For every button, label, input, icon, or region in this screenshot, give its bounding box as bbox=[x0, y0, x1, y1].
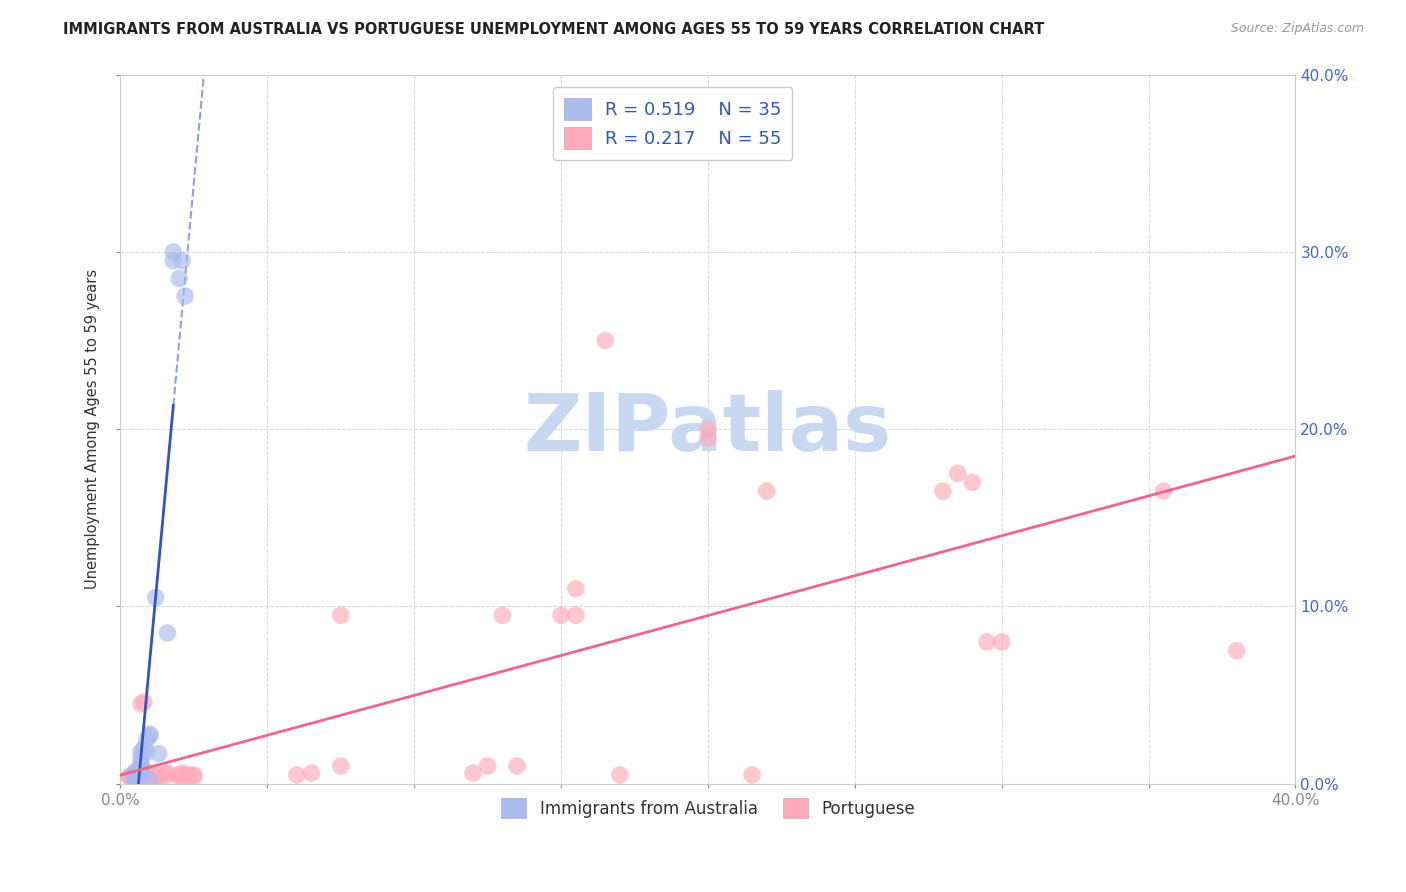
Point bbox=[124, 770, 146, 784]
Legend: Immigrants from Australia, Portuguese: Immigrants from Australia, Portuguese bbox=[495, 791, 921, 825]
Point bbox=[127, 768, 149, 782]
Point bbox=[124, 764, 146, 779]
Point bbox=[990, 635, 1012, 649]
Point bbox=[183, 770, 205, 784]
Point bbox=[129, 766, 152, 780]
Point bbox=[550, 608, 572, 623]
Point bbox=[132, 741, 155, 756]
Point bbox=[118, 770, 141, 784]
Point bbox=[177, 770, 200, 784]
Point bbox=[135, 732, 157, 747]
Point bbox=[129, 764, 152, 779]
Point bbox=[127, 772, 149, 786]
Point bbox=[124, 770, 146, 784]
Point bbox=[506, 759, 529, 773]
Point bbox=[127, 773, 149, 788]
Point bbox=[697, 422, 720, 436]
Point bbox=[135, 745, 157, 759]
Point bbox=[124, 773, 146, 788]
Point bbox=[162, 253, 184, 268]
Point bbox=[946, 467, 969, 481]
Point bbox=[932, 484, 955, 499]
Point bbox=[121, 770, 143, 784]
Point bbox=[491, 608, 513, 623]
Point bbox=[145, 591, 167, 605]
Point bbox=[174, 289, 197, 303]
Point bbox=[741, 768, 763, 782]
Y-axis label: Unemployment Among Ages 55 to 59 years: Unemployment Among Ages 55 to 59 years bbox=[86, 269, 100, 590]
Point bbox=[148, 768, 170, 782]
Point bbox=[124, 768, 146, 782]
Point bbox=[139, 766, 162, 780]
Point bbox=[1152, 484, 1174, 499]
Point bbox=[129, 764, 152, 779]
Point bbox=[1226, 644, 1249, 658]
Point bbox=[127, 766, 149, 780]
Point bbox=[962, 475, 984, 490]
Point bbox=[127, 764, 149, 779]
Point bbox=[124, 768, 146, 782]
Point bbox=[129, 750, 152, 764]
Point bbox=[124, 773, 146, 788]
Point bbox=[755, 484, 778, 499]
Point bbox=[565, 608, 588, 623]
Point bbox=[172, 253, 194, 268]
Text: IMMIGRANTS FROM AUSTRALIA VS PORTUGUESE UNEMPLOYMENT AMONG AGES 55 TO 59 YEARS C: IMMIGRANTS FROM AUSTRALIA VS PORTUGUESE … bbox=[63, 22, 1045, 37]
Point bbox=[162, 244, 184, 259]
Point bbox=[148, 770, 170, 784]
Point bbox=[299, 766, 322, 780]
Point bbox=[139, 768, 162, 782]
Point bbox=[172, 768, 194, 782]
Point bbox=[148, 747, 170, 761]
Point bbox=[139, 770, 162, 784]
Point bbox=[167, 770, 190, 784]
Point bbox=[132, 695, 155, 709]
Point bbox=[156, 766, 179, 780]
Point bbox=[167, 768, 190, 782]
Point bbox=[124, 766, 146, 780]
Point bbox=[124, 772, 146, 786]
Point bbox=[477, 759, 499, 773]
Point bbox=[127, 770, 149, 784]
Point bbox=[139, 729, 162, 743]
Point bbox=[129, 745, 152, 759]
Point bbox=[153, 770, 176, 784]
Point bbox=[153, 766, 176, 780]
Point bbox=[124, 773, 146, 788]
Text: Source: ZipAtlas.com: Source: ZipAtlas.com bbox=[1230, 22, 1364, 36]
Point bbox=[329, 759, 352, 773]
Point bbox=[129, 697, 152, 711]
Point bbox=[127, 773, 149, 788]
Point bbox=[609, 768, 631, 782]
Point bbox=[124, 770, 146, 784]
Point bbox=[285, 768, 308, 782]
Point bbox=[129, 759, 152, 773]
Point bbox=[565, 582, 588, 596]
Point bbox=[124, 768, 146, 782]
Text: ZIPatlas: ZIPatlas bbox=[524, 390, 891, 468]
Point bbox=[129, 756, 152, 770]
Point bbox=[976, 635, 998, 649]
Point bbox=[183, 768, 205, 782]
Point bbox=[139, 766, 162, 780]
Point bbox=[121, 770, 143, 784]
Point bbox=[156, 626, 179, 640]
Point bbox=[139, 727, 162, 741]
Point bbox=[118, 770, 141, 784]
Point bbox=[167, 271, 190, 285]
Point bbox=[172, 766, 194, 780]
Point bbox=[329, 608, 352, 623]
Point bbox=[139, 773, 162, 788]
Point bbox=[593, 334, 616, 348]
Point bbox=[129, 768, 152, 782]
Point bbox=[124, 772, 146, 786]
Point bbox=[124, 768, 146, 782]
Point bbox=[697, 431, 720, 445]
Point bbox=[461, 766, 484, 780]
Point bbox=[177, 768, 200, 782]
